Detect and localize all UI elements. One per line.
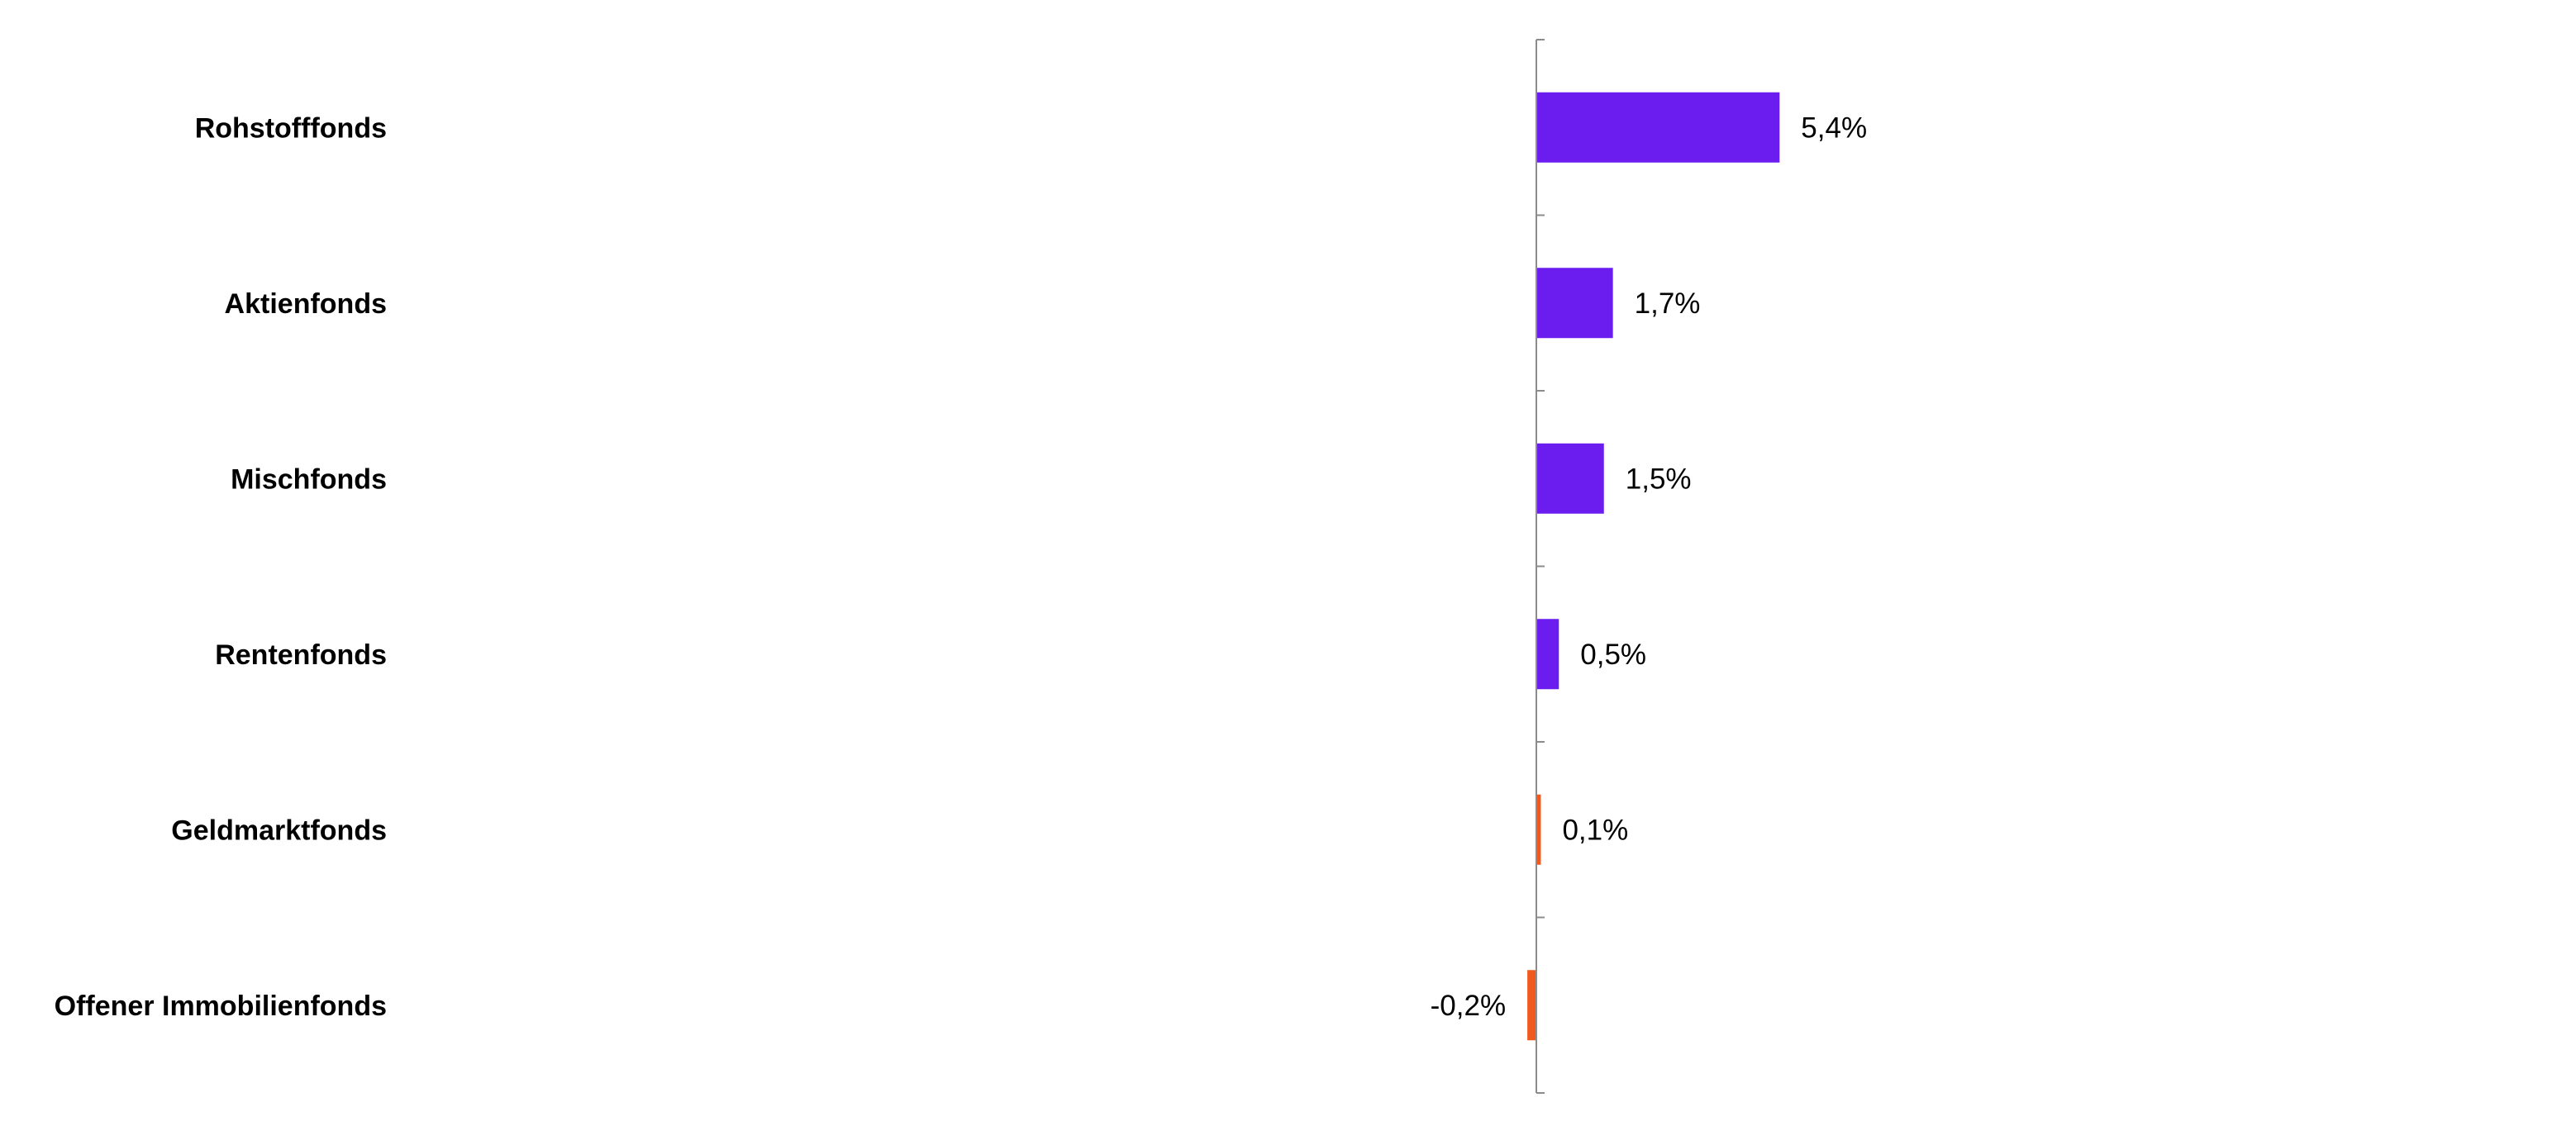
data-label: 0,5% [1580, 639, 1646, 671]
data-label: 0,1% [1562, 814, 1628, 846]
category-label: Aktienfonds [225, 288, 387, 320]
bar [1536, 92, 1780, 163]
data-label: 1,5% [1626, 463, 1692, 495]
category-label: Rentenfonds [215, 639, 387, 671]
category-label: Mischfonds [231, 463, 387, 495]
category-label: Rohstofffonds [195, 112, 387, 144]
category-label: Geldmarktfonds [171, 815, 387, 846]
data-label: -0,2% [1431, 990, 1506, 1022]
bar [1536, 268, 1613, 339]
bar [1536, 619, 1559, 690]
data-label: 5,4% [1801, 112, 1867, 144]
bar [1536, 794, 1541, 865]
bar [1536, 443, 1604, 514]
category-label: Offener Immobilienfonds [55, 991, 387, 1022]
data-label: 1,7% [1635, 287, 1701, 320]
bar [1527, 970, 1536, 1041]
